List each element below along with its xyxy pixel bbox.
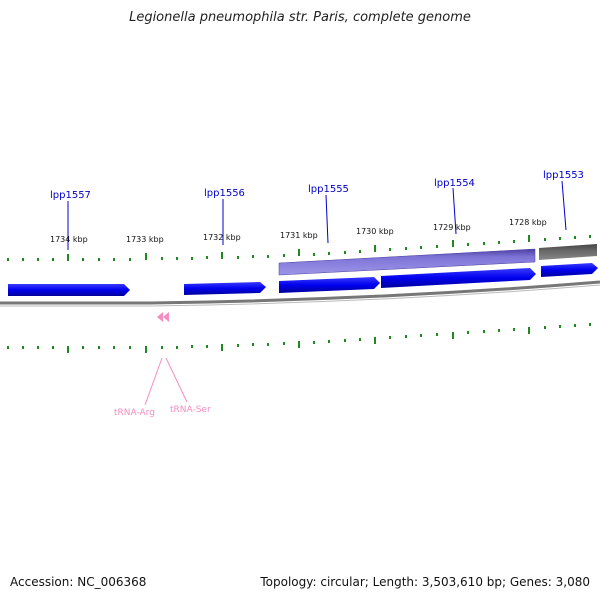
- kbp-label-1733: 1733 kbp: [126, 235, 164, 244]
- upper-ticks: [7, 235, 591, 261]
- trna-arg-marker[interactable]: [157, 312, 163, 322]
- gene-label-lpp1554[interactable]: lpp1554: [434, 178, 475, 189]
- trna-arg-label[interactable]: tRNA-Arg: [114, 408, 155, 418]
- kbp-label-1729: 1729 kbp: [433, 223, 471, 232]
- trna-ser-marker[interactable]: [163, 312, 169, 322]
- kbp-label-1734: 1734 kbp: [50, 235, 88, 244]
- gene-band-lpp1553[interactable]: [539, 244, 597, 260]
- gene-label-leaders: [67, 180, 567, 250]
- gene-label-lpp1557[interactable]: lpp1557: [50, 190, 91, 201]
- trna-ser-leader: [165, 357, 188, 403]
- gene-lpp1557[interactable]: [8, 284, 130, 296]
- gene-lpp1555[interactable]: [279, 277, 380, 293]
- kbp-label-1731: 1731 kbp: [280, 231, 318, 240]
- gene-label-lpp1555[interactable]: lpp1555: [308, 184, 349, 195]
- trna-ser-label[interactable]: tRNA-Ser: [170, 405, 211, 415]
- gene-lpp1554[interactable]: [381, 268, 536, 288]
- gene-lpp1553[interactable]: [541, 263, 598, 277]
- gene-label-lpp1553[interactable]: lpp1553: [543, 170, 584, 181]
- lower-ticks: [7, 323, 591, 353]
- accession-text: Accession: NC_006368: [10, 575, 147, 589]
- kbp-label-1732: 1732 kbp: [203, 233, 241, 242]
- trna-arg-leader: [144, 357, 163, 406]
- genome-backbone: [0, 280, 600, 305]
- gene-label-lpp1556[interactable]: lpp1556: [204, 188, 245, 199]
- kbp-label-1728: 1728 kbp: [509, 218, 547, 227]
- gene-lpp1556[interactable]: [184, 282, 266, 295]
- kbp-label-1730: 1730 kbp: [356, 227, 394, 236]
- genome-summary-text: Topology: circular; Length: 3,503,610 bp…: [260, 575, 590, 589]
- gene-band-lpp1555-selected[interactable]: [278, 248, 536, 276]
- genome-title: Legionella pneumophila str. Paris, compl…: [129, 10, 471, 25]
